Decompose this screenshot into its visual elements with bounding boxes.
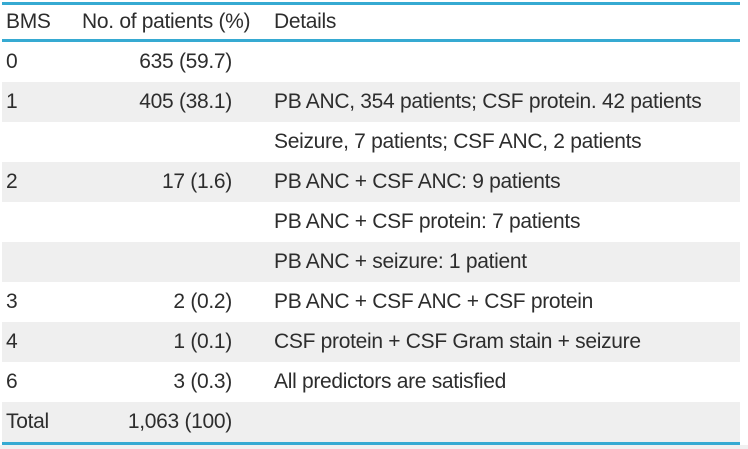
details-cell: PB ANC + CSF ANC + CSF protein bbox=[274, 290, 593, 313]
patients-cell: 17 (1.6) bbox=[162, 170, 232, 193]
details-cell: PB ANC + seizure: 1 patient bbox=[274, 250, 527, 273]
bms-cell bbox=[2, 122, 78, 162]
patients-cell: 635 (59.7) bbox=[139, 50, 232, 73]
table-row: 3 2 (0.2) PB ANC + CSF ANC + CSF protein bbox=[2, 282, 740, 322]
details-cell bbox=[260, 41, 740, 83]
patients-cell bbox=[78, 122, 260, 162]
bms-cell: Total bbox=[6, 410, 49, 433]
table-row: 6 3 (0.3) All predictors are satisfied bbox=[2, 362, 740, 402]
bms-distribution-table: BMS No. of patients (%) Details 0 635 (5… bbox=[2, 2, 740, 445]
bms-cell: 6 bbox=[6, 370, 18, 393]
column-header-bms: BMS bbox=[2, 3, 78, 42]
details-cell: All predictors are satisfied bbox=[274, 370, 507, 393]
patients-cell: 1 (0.1) bbox=[173, 330, 232, 353]
bms-cell: 3 bbox=[6, 290, 18, 313]
column-header-patients: No. of patients (%) bbox=[78, 3, 260, 42]
patients-cell: 2 (0.2) bbox=[173, 290, 232, 313]
patients-cell: 405 (38.1) bbox=[139, 90, 232, 113]
table-row: 1 405 (38.1) PB ANC, 354 patients; CSF p… bbox=[2, 82, 740, 122]
bms-cell bbox=[2, 242, 78, 282]
patients-cell bbox=[78, 202, 260, 242]
details-cell: PB ANC + CSF ANC: 9 patients bbox=[274, 170, 561, 193]
patients-cell: 3 (0.3) bbox=[173, 370, 232, 393]
bms-cell: 0 bbox=[6, 50, 18, 73]
patients-cell: 1,063 (100) bbox=[127, 410, 232, 433]
page-background-strip bbox=[0, 445, 748, 449]
column-header-details: Details bbox=[260, 3, 740, 42]
table-row: 0 635 (59.7) bbox=[2, 41, 740, 83]
bms-cell: 4 bbox=[6, 330, 18, 353]
bms-cell: 2 bbox=[6, 170, 18, 193]
details-cell bbox=[260, 402, 740, 444]
table-row: PB ANC + CSF protein: 7 patients bbox=[2, 202, 740, 242]
details-cell: PB ANC, 354 patients; CSF protein. 42 pa… bbox=[274, 90, 702, 113]
table-row: Seizure, 7 patients; CSF ANC, 2 patients bbox=[2, 122, 740, 162]
table-row-total: Total 1,063 (100) bbox=[2, 402, 740, 444]
patients-cell bbox=[78, 242, 260, 282]
details-cell: CSF protein + CSF Gram stain + seizure bbox=[274, 330, 641, 353]
table-row: PB ANC + seizure: 1 patient bbox=[2, 242, 740, 282]
bms-cell bbox=[2, 202, 78, 242]
details-cell: PB ANC + CSF protein: 7 patients bbox=[274, 210, 581, 233]
table-row: 2 17 (1.6) PB ANC + CSF ANC: 9 patients bbox=[2, 162, 740, 202]
bms-cell: 1 bbox=[6, 90, 18, 113]
details-cell: Seizure, 7 patients; CSF ANC, 2 patients bbox=[274, 130, 642, 153]
table-header-row: BMS No. of patients (%) Details bbox=[2, 3, 740, 42]
table-row: 4 1 (0.1) CSF protein + CSF Gram stain +… bbox=[2, 322, 740, 362]
